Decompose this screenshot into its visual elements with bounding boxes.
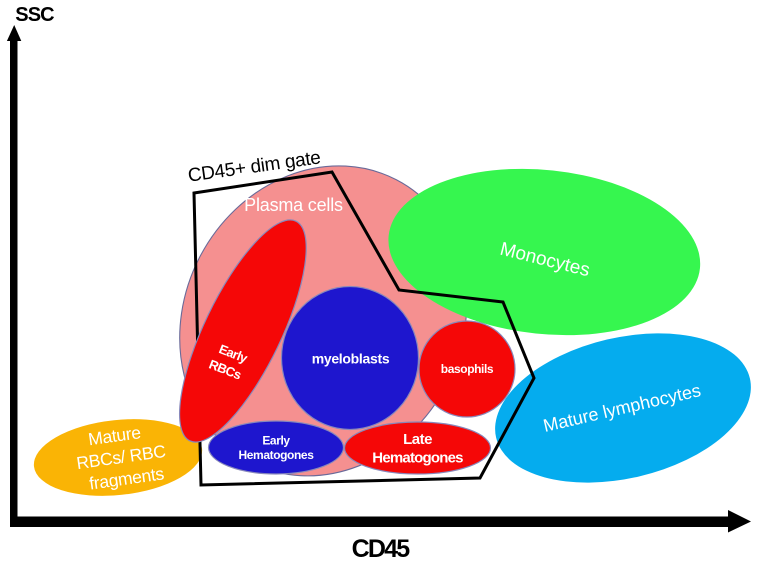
svg-text:Plasma cells: Plasma cells <box>244 195 343 215</box>
svg-text:Hematogones: Hematogones <box>239 448 315 462</box>
svg-text:myeloblasts: myeloblasts <box>312 351 390 367</box>
svg-text:CD45: CD45 <box>352 535 411 563</box>
svg-text:Early: Early <box>262 434 290 448</box>
svg-text:basophils: basophils <box>441 362 494 376</box>
svg-text:Hematogones: Hematogones <box>372 450 463 467</box>
svg-text:SSC: SSC <box>15 4 54 26</box>
svg-text:Late: Late <box>403 431 432 448</box>
